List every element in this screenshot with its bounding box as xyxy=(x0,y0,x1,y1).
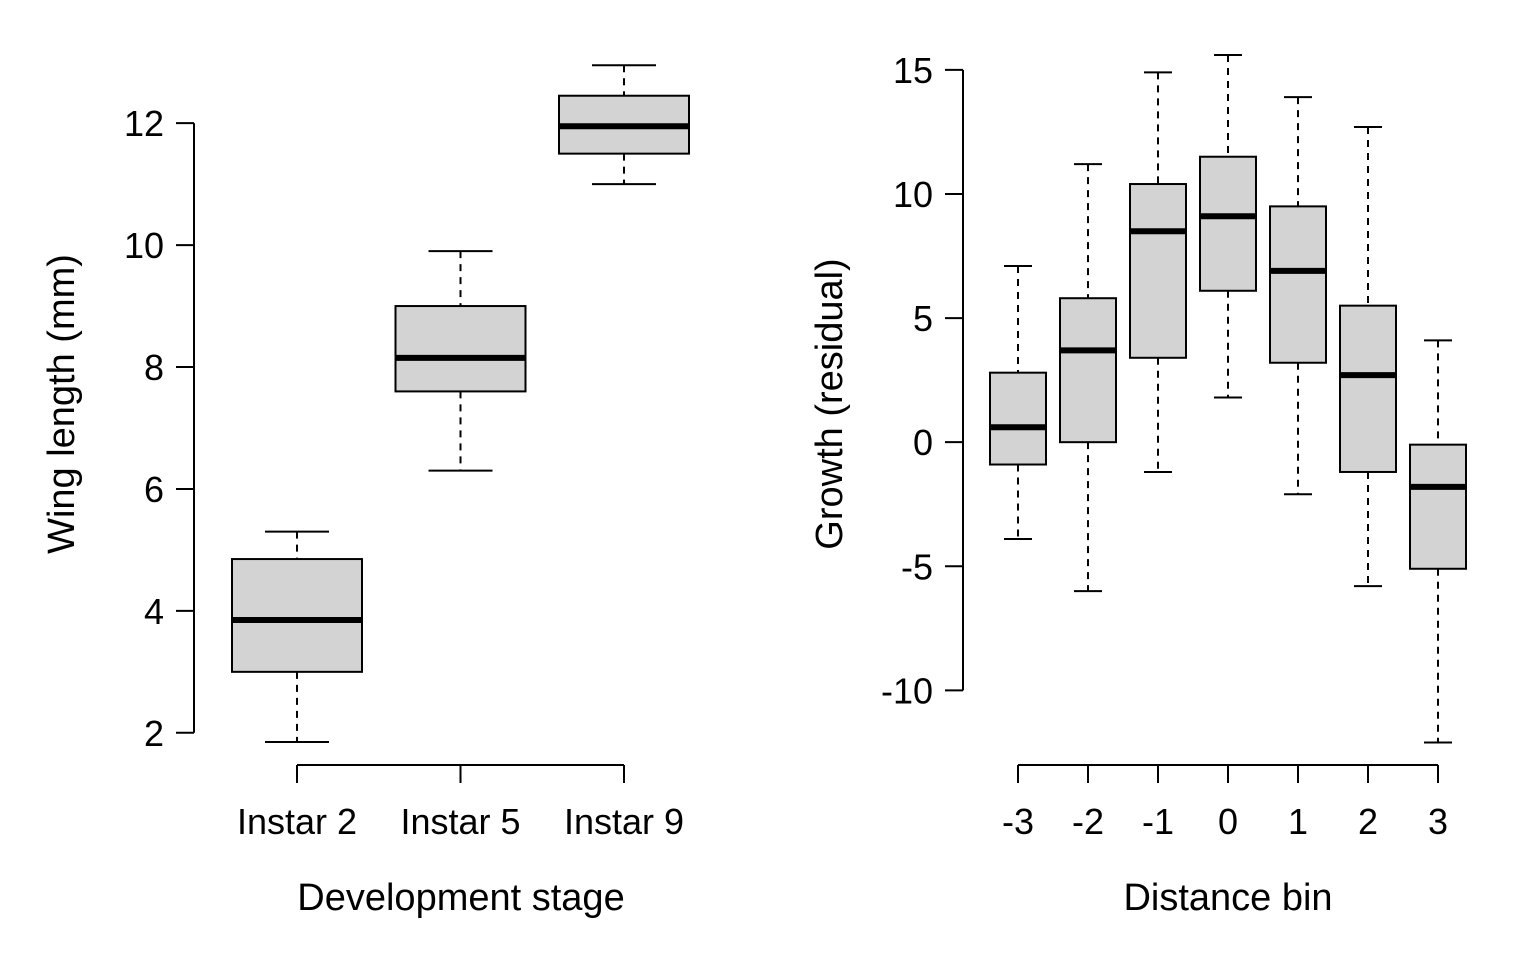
box-iqr xyxy=(1059,297,1117,444)
x-tick-label: 0 xyxy=(1218,801,1238,842)
y-tick-label: 12 xyxy=(124,103,164,144)
x-tick-label: Instar 9 xyxy=(564,801,684,842)
growth-x-axis: -3 -2 -1 0 1 2 3 xyxy=(1002,764,1448,842)
wing-length-x-axis: Instar 2 Instar 5 Instar 9 xyxy=(237,764,684,842)
y-tick-label: 6 xyxy=(144,469,164,510)
y-tick-label: -5 xyxy=(901,546,933,587)
box--3 xyxy=(989,264,1047,540)
box-iqr xyxy=(989,371,1047,466)
y-tick-label: 0 xyxy=(913,422,933,463)
wing-length-y-axis: 2 4 6 8 10 12 xyxy=(124,103,195,754)
y-tick-label: 4 xyxy=(144,591,164,632)
x-tick-label: Instar 5 xyxy=(400,801,520,842)
box--1 xyxy=(1129,71,1187,473)
box-iqr xyxy=(1129,183,1187,359)
y-tick-label: -10 xyxy=(881,670,933,711)
box-2 xyxy=(1339,125,1397,588)
y-axis-title: Growth (residual) xyxy=(809,258,851,549)
box-iqr xyxy=(1199,155,1257,292)
box--2 xyxy=(1059,163,1117,593)
growth-y-axis: -10 -5 0 5 10 15 xyxy=(881,50,964,711)
y-tick-label: 15 xyxy=(893,50,933,91)
x-axis-title: Development stage xyxy=(297,877,624,919)
box-iqr xyxy=(1409,443,1467,570)
wing-length-boxplot-panel: 2 4 6 8 10 12 Instar 2 Instar 5 Instar 9 Wing l… xyxy=(41,64,690,919)
x-tick-label: -3 xyxy=(1002,801,1034,842)
growth-boxes xyxy=(989,53,1467,744)
y-axis-title: Wing length (mm) xyxy=(41,254,83,554)
x-tick-label: -1 xyxy=(1142,801,1174,842)
y-tick-label: 8 xyxy=(144,347,164,388)
box-0 xyxy=(1199,53,1257,399)
y-tick-label: 2 xyxy=(144,713,164,754)
box-iqr xyxy=(1339,304,1397,473)
x-tick-label: Instar 2 xyxy=(237,801,357,842)
box-iqr xyxy=(231,558,363,673)
box-3 xyxy=(1409,339,1467,744)
box-1 xyxy=(1269,96,1327,496)
x-tick-label: -2 xyxy=(1072,801,1104,842)
box-instar-9 xyxy=(558,64,690,186)
box-instar-5 xyxy=(394,250,527,472)
box-iqr xyxy=(394,305,527,393)
y-tick-label: 10 xyxy=(124,225,164,266)
box-instar-2 xyxy=(231,530,363,743)
x-tick-label: 1 xyxy=(1288,801,1308,842)
wing-length-boxes xyxy=(231,64,690,743)
x-tick-label: 3 xyxy=(1428,801,1448,842)
x-tick-label: 2 xyxy=(1358,801,1378,842)
x-axis-title: Distance bin xyxy=(1123,877,1332,919)
y-tick-label: 5 xyxy=(913,298,933,339)
box-iqr xyxy=(1269,205,1327,364)
y-tick-label: 10 xyxy=(893,174,933,215)
